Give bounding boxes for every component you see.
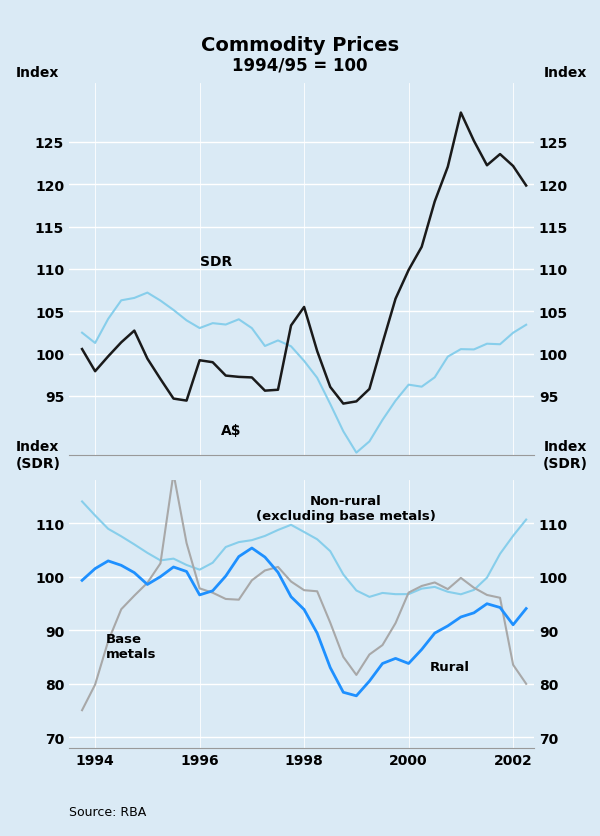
Text: Source: RBA: Source: RBA [69, 804, 146, 818]
Text: Non-rural
(excluding base metals): Non-rural (excluding base metals) [256, 494, 436, 522]
Text: Index: Index [544, 66, 587, 80]
Text: Index
(SDR): Index (SDR) [16, 440, 61, 470]
Text: SDR: SDR [200, 254, 232, 268]
Text: 1994/95 = 100: 1994/95 = 100 [232, 56, 368, 74]
Text: Index
(SDR): Index (SDR) [542, 440, 587, 470]
Text: Base
metals: Base metals [106, 632, 156, 660]
Text: Commodity Prices: Commodity Prices [201, 36, 399, 55]
Text: A$: A$ [221, 424, 241, 437]
Text: Rural: Rural [430, 660, 470, 674]
Text: Index: Index [16, 66, 59, 80]
